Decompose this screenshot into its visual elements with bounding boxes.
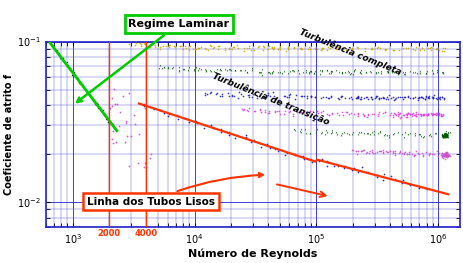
- X-axis label: Número de Reynolds: Número de Reynolds: [188, 248, 317, 259]
- Text: Linha dos Tubos Lisos: Linha dos Tubos Lisos: [87, 173, 263, 207]
- Y-axis label: Coeficiente de atrito f: Coeficiente de atrito f: [4, 74, 14, 195]
- Text: Turbulência de transição: Turbulência de transição: [211, 71, 330, 127]
- Text: Turbulência completa: Turbulência completa: [298, 27, 402, 77]
- Text: 4000: 4000: [134, 229, 157, 238]
- Text: 2000: 2000: [98, 229, 121, 238]
- Text: Regime Laminar: Regime Laminar: [77, 19, 229, 102]
